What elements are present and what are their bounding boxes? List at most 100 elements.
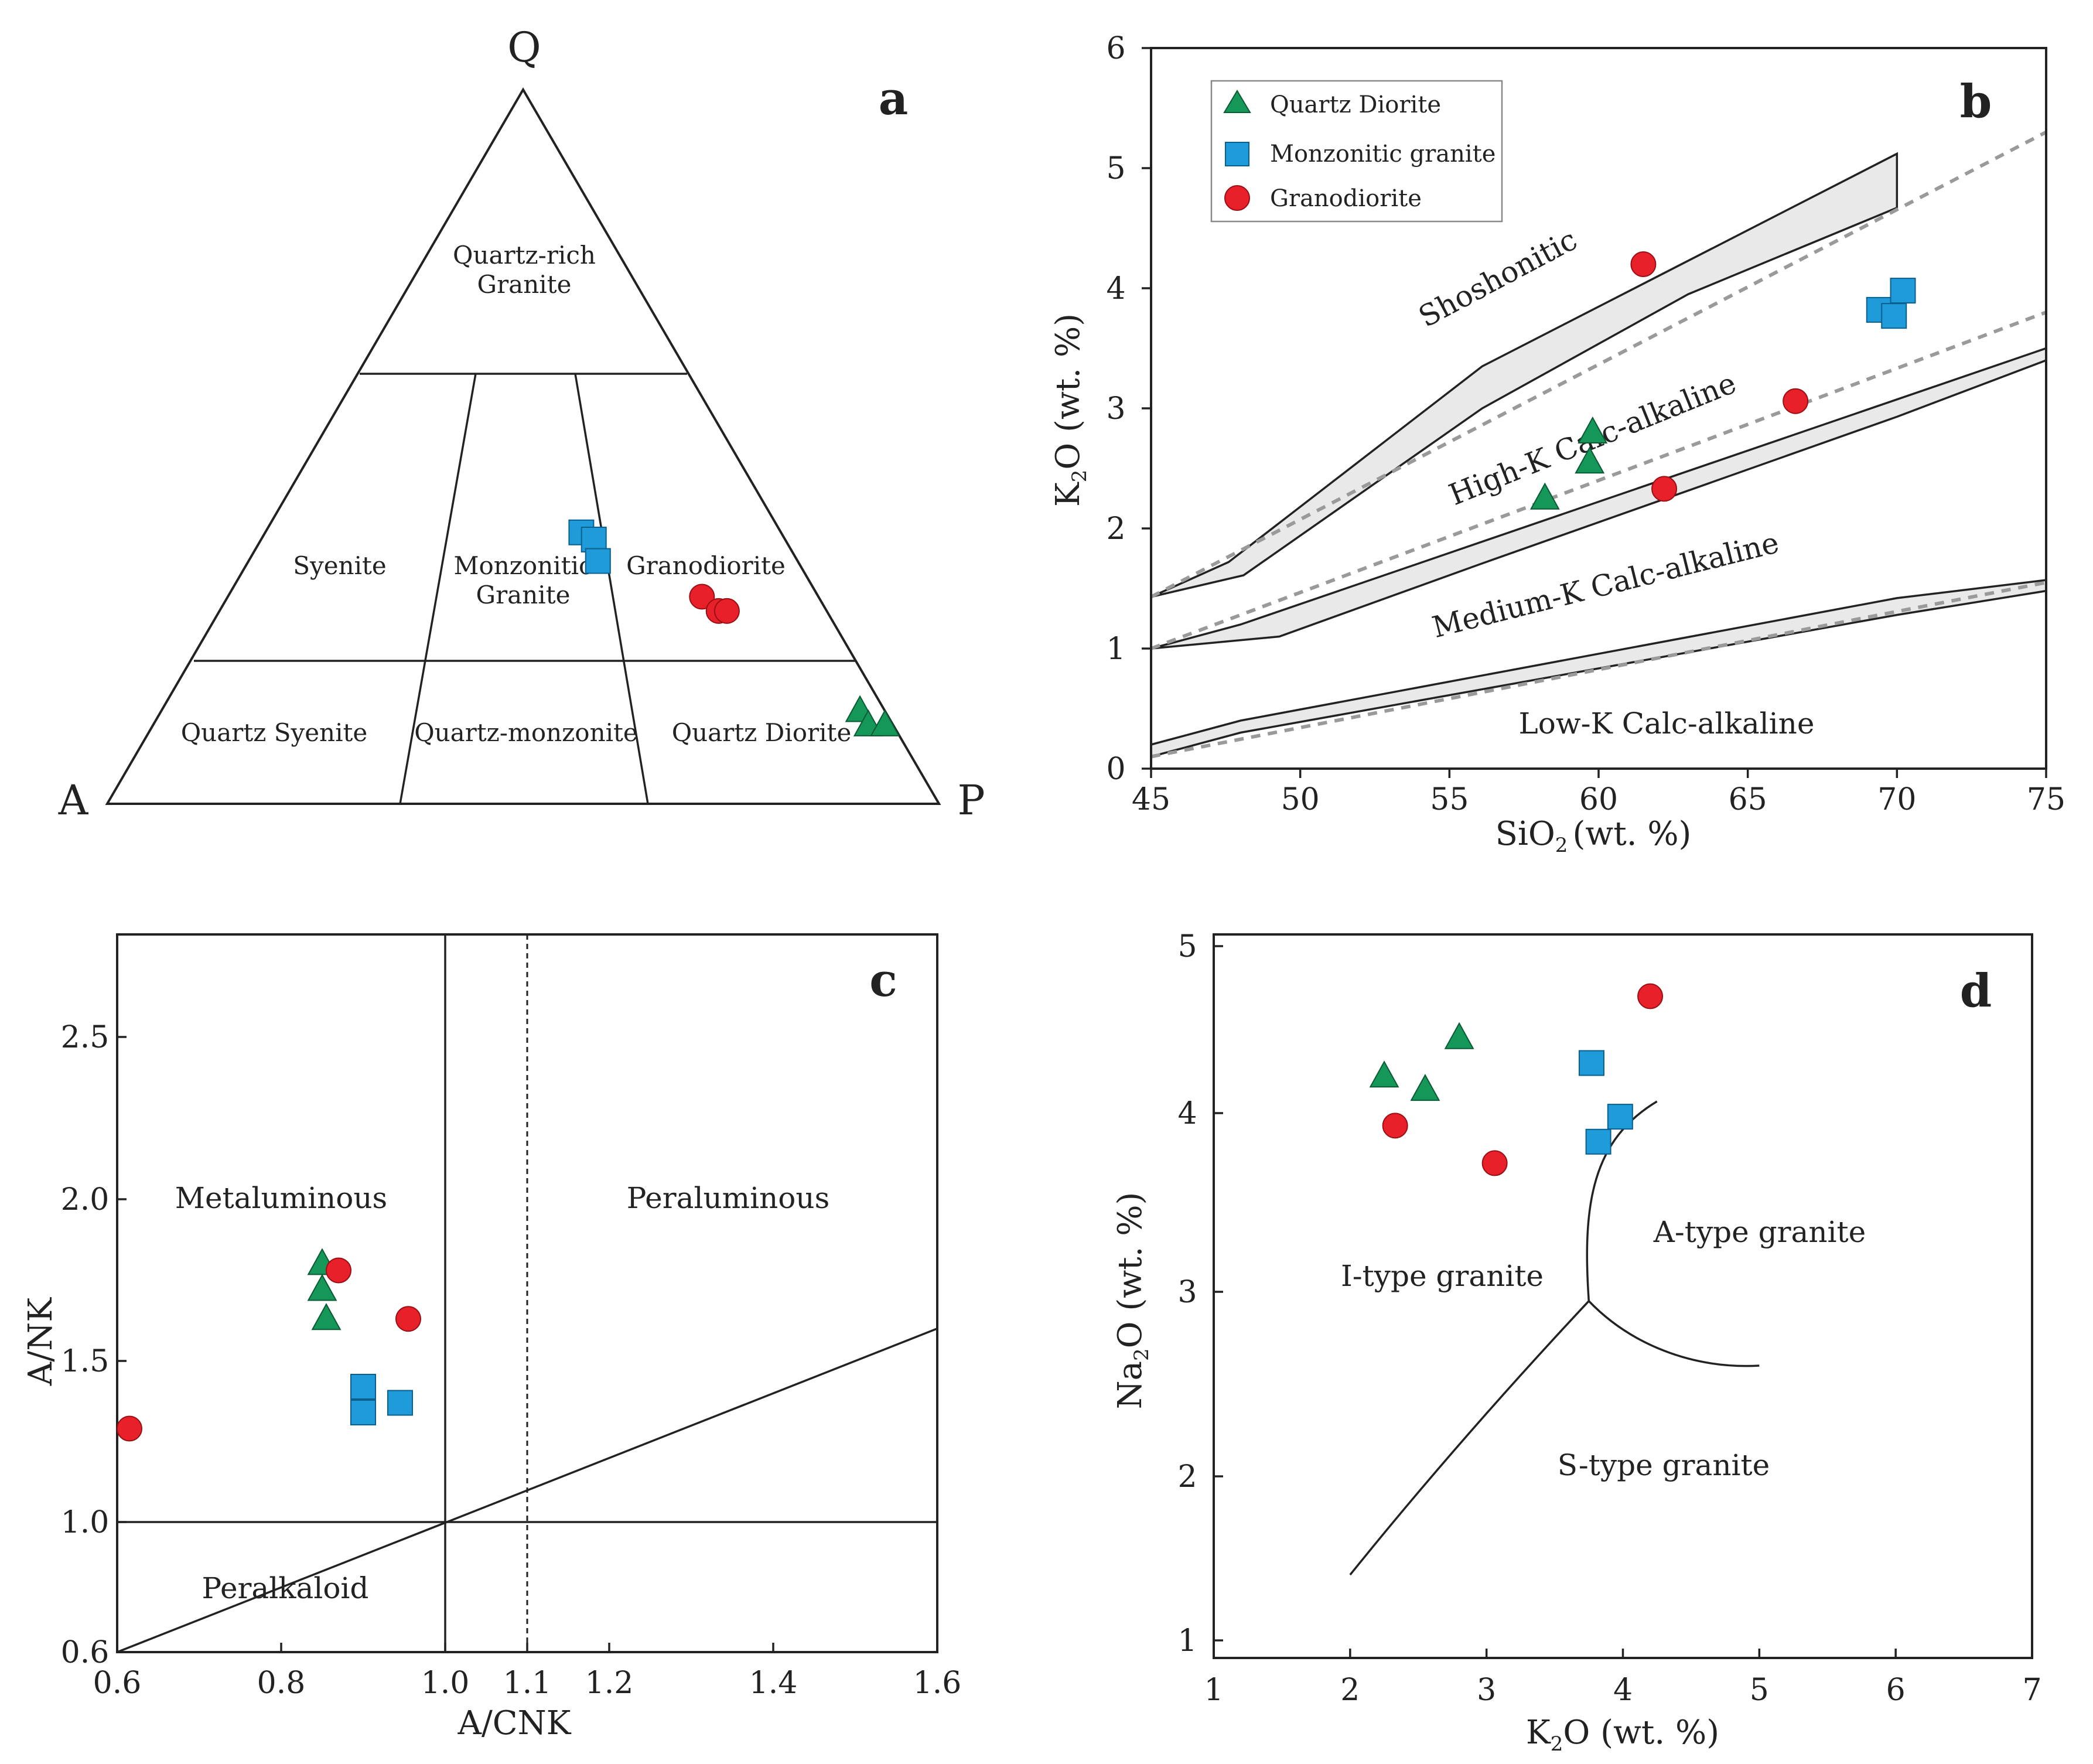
x-tick-label-1.2: 1.2 [585, 1666, 634, 1701]
series-boundary-bands [1150, 130, 2047, 759]
point-quartz-diorite-1 [1575, 446, 1605, 474]
markers-b [1529, 251, 1916, 510]
x-tick-label-4: 4 [1613, 1673, 1633, 1708]
field-label-s-type: S-type granite [1558, 1448, 1770, 1482]
y-tick-label-0.6: 0.6 [61, 1635, 110, 1670]
label-line: Granite [477, 270, 572, 299]
boundary-lines-c [117, 934, 938, 1653]
x-tick-label-65: 65 [1729, 782, 1767, 817]
ternary-line-p65 [574, 373, 649, 804]
point-monzonitic-granite-1 [350, 1400, 376, 1425]
y-tick-label-2: 2 [1106, 511, 1125, 547]
panel-a-qap-ternary: Q A P Quartz-rich Granite Syenite Monzoni… [58, 23, 985, 824]
y-axis-title-d: Na2O (wt. %) [1111, 1192, 1153, 1410]
boundary-i-s [1349, 1300, 1590, 1576]
y-tick-label-5: 5 [1106, 151, 1125, 186]
panel-c-anks-acnk: 0.6 0.8 1.0 1.1 1.2 1.4 1.6 0.6 1.0 1.5 2.0 2.5 Met… [22, 933, 962, 1742]
dashed-line-dashed_upper [1150, 130, 2047, 599]
field-label-i-type: I-type granite [1341, 1259, 1544, 1293]
y-tick-label-1.0: 1.0 [61, 1505, 110, 1540]
point-granodiorite-1 [1481, 1150, 1508, 1176]
legend-box [1210, 80, 1503, 223]
point-quartz-diorite-1 [307, 1274, 337, 1301]
point-quartz-diorite-2 [311, 1303, 342, 1330]
field-label-quartz-diorite: Quartz Diorite [672, 718, 852, 747]
y-tick-label-6: 6 [1106, 31, 1125, 66]
x-tick-label-2: 2 [1340, 1673, 1360, 1708]
legend-monzonitic-granite-label: Monzonitic granite [1270, 141, 1496, 168]
x-tick-label-5: 5 [1750, 1673, 1769, 1708]
field-label-monzonitic-granite: Monzonitic Granite [453, 551, 592, 609]
y-tick-label-2: 2 [1177, 1459, 1197, 1495]
point-granodiorite-2 [117, 1415, 142, 1442]
field-label-syenite: Syenite [293, 551, 387, 580]
point-monzonitic-granite-2 [1607, 1104, 1633, 1130]
x-axis-title-d: K2O (wt. %) [1526, 1714, 1719, 1756]
x-tick-label-75: 75 [2027, 782, 2065, 817]
ternary-markers [568, 519, 900, 736]
point-monzonitic-granite-1 [1890, 278, 1916, 304]
point-monzonitic-granite-2 [585, 548, 611, 574]
x-tick-label-0.8: 0.8 [257, 1666, 306, 1701]
field-label-granodiorite: Granodiorite [626, 551, 786, 580]
y-tick-label-5: 5 [1177, 929, 1197, 964]
point-granodiorite-2 [1651, 476, 1678, 502]
x-axis-title-b: SiO2 (wt. %) [1496, 815, 1692, 857]
panel-letter-a: a [879, 72, 909, 125]
vertex-q-label: Q [507, 23, 541, 71]
field-label-metaluminous: Metaluminous [175, 1181, 387, 1215]
boundary-lines-d [1349, 1100, 1760, 1576]
point-quartz-diorite-2 [1578, 416, 1608, 443]
axis-ticks-d: 1 2 3 4 5 6 7 1 2 3 4 5 [1177, 929, 2041, 1708]
label-line: Monzonitic [453, 551, 592, 580]
y-tick-label-2.0: 2.0 [61, 1182, 110, 1217]
y-tick-label-2.5: 2.5 [61, 1020, 110, 1055]
point-monzonitic-granite-2 [1881, 303, 1907, 329]
x-tick-label-3: 3 [1477, 1673, 1496, 1708]
x-tick-label-1.0: 1.0 [421, 1666, 470, 1701]
field-label-quartz-rich-granite: Quartz-rich Granite [453, 241, 596, 299]
point-monzonitic-granite-1 [1585, 1128, 1611, 1155]
x-tick-label-7: 7 [2022, 1673, 2041, 1708]
point-granodiorite-0 [689, 584, 715, 610]
point-quartz-diorite-0 [1529, 482, 1560, 510]
point-monzonitic-granite-0 [350, 1374, 376, 1400]
x-tick-label-1.4: 1.4 [749, 1666, 798, 1701]
band-high-k [1150, 347, 2047, 650]
x-tick-label-45: 45 [1132, 782, 1170, 817]
y-tick-label-3: 3 [1177, 1275, 1197, 1310]
legend-granodiorite-marker [1224, 185, 1250, 211]
legend-quartz-diorite-marker [1223, 90, 1251, 113]
panel-letter-c: c [869, 954, 897, 1007]
legend-granodiorite-label: Granodiorite [1270, 185, 1422, 212]
legend-quartz-diorite-label: Quartz Diorite [1270, 91, 1441, 118]
label-line: Quartz-rich [453, 241, 596, 269]
point-monzonitic-granite-0 [1578, 1050, 1604, 1076]
y-tick-label-0: 0 [1106, 752, 1125, 787]
axis-ticks-c: 0.6 0.8 1.0 1.1 1.2 1.4 1.6 0.6 1.0 1.5 2.0 2.5 [61, 1020, 962, 1701]
point-granodiorite-1 [1783, 388, 1809, 414]
y-tick-label-4: 4 [1177, 1096, 1197, 1131]
point-quartz-diorite-2 [1444, 1022, 1474, 1049]
markers-d [1369, 983, 1664, 1176]
markers-c [117, 1248, 421, 1442]
ternary-line-p10 [399, 373, 477, 804]
x-tick-label-6: 6 [1886, 1673, 1906, 1708]
ternary-outline [105, 87, 941, 805]
panel-d-na2o-k2o: 1 2 3 4 5 6 7 1 2 3 4 5 I-type granite A-type grani… [1111, 929, 2042, 1756]
x-tick-label-1.1: 1.1 [503, 1666, 552, 1701]
point-granodiorite-2 [1637, 983, 1664, 1009]
boundary-diagonal [117, 1328, 938, 1653]
field-label-quartz-syenite: Quartz Syenite [181, 718, 368, 747]
field-label-peraluminous: Peraluminous [627, 1181, 829, 1215]
x-axis-title-c: A/CNK [457, 1704, 572, 1742]
field-label-peralkaloid: Peralkaloid [202, 1571, 369, 1605]
y-tick-label-3: 3 [1106, 391, 1125, 427]
boundary-a-s [1588, 1300, 1760, 1367]
dashed-line-dashed_middle [1150, 311, 2047, 650]
boundary-i-a [1586, 1100, 1658, 1301]
point-granodiorite-0 [326, 1257, 351, 1284]
x-tick-label-1.6: 1.6 [913, 1666, 962, 1701]
